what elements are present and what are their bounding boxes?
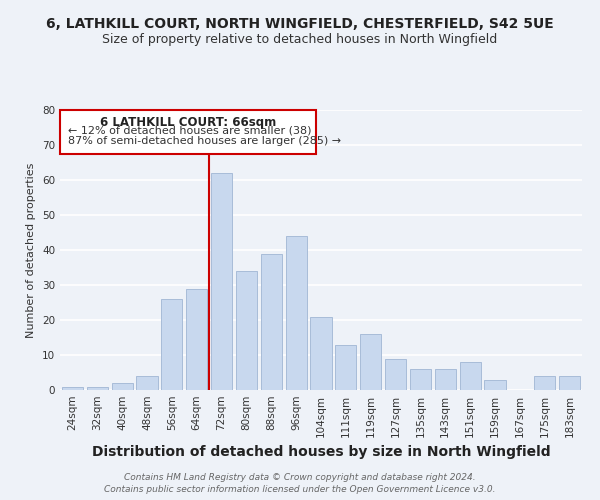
Bar — [460, 362, 481, 390]
Text: 6 LATHKILL COURT: 66sqm: 6 LATHKILL COURT: 66sqm — [100, 116, 277, 130]
Bar — [559, 376, 580, 390]
Bar — [211, 173, 232, 390]
Bar — [112, 383, 133, 390]
FancyBboxPatch shape — [61, 110, 316, 154]
Text: Size of property relative to detached houses in North Wingfield: Size of property relative to detached ho… — [103, 32, 497, 46]
Bar — [435, 369, 456, 390]
Text: 87% of semi-detached houses are larger (285) →: 87% of semi-detached houses are larger (… — [68, 136, 341, 146]
Y-axis label: Number of detached properties: Number of detached properties — [26, 162, 37, 338]
Bar — [261, 254, 282, 390]
Bar — [286, 236, 307, 390]
Bar — [136, 376, 158, 390]
Bar — [186, 288, 207, 390]
Bar — [87, 386, 108, 390]
Bar — [236, 271, 257, 390]
Text: Contains public sector information licensed under the Open Government Licence v3: Contains public sector information licen… — [104, 485, 496, 494]
Bar — [385, 358, 406, 390]
X-axis label: Distribution of detached houses by size in North Wingfield: Distribution of detached houses by size … — [92, 446, 550, 460]
Bar — [360, 334, 381, 390]
Text: ← 12% of detached houses are smaller (38): ← 12% of detached houses are smaller (38… — [68, 126, 311, 136]
Text: Contains HM Land Registry data © Crown copyright and database right 2024.: Contains HM Land Registry data © Crown c… — [124, 472, 476, 482]
Text: 6, LATHKILL COURT, NORTH WINGFIELD, CHESTERFIELD, S42 5UE: 6, LATHKILL COURT, NORTH WINGFIELD, CHES… — [46, 18, 554, 32]
Bar — [410, 369, 431, 390]
Bar — [335, 344, 356, 390]
Bar — [62, 386, 83, 390]
Bar — [310, 316, 332, 390]
Bar — [161, 299, 182, 390]
Bar — [534, 376, 555, 390]
Bar — [484, 380, 506, 390]
